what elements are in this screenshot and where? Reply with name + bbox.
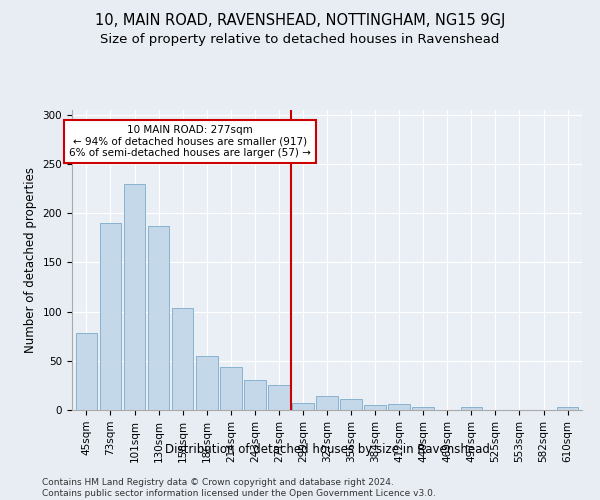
Bar bbox=[316, 396, 338, 410]
Text: Distribution of detached houses by size in Ravenshead: Distribution of detached houses by size … bbox=[164, 442, 490, 456]
Bar bbox=[268, 386, 290, 410]
Text: Contains HM Land Registry data © Crown copyright and database right 2024.
Contai: Contains HM Land Registry data © Crown c… bbox=[42, 478, 436, 498]
Text: Size of property relative to detached houses in Ravenshead: Size of property relative to detached ho… bbox=[100, 32, 500, 46]
Bar bbox=[124, 184, 145, 410]
Bar bbox=[557, 407, 578, 410]
Bar bbox=[76, 334, 97, 410]
Bar bbox=[364, 405, 386, 410]
Bar bbox=[196, 356, 218, 410]
Bar bbox=[220, 366, 242, 410]
Text: 10, MAIN ROAD, RAVENSHEAD, NOTTINGHAM, NG15 9GJ: 10, MAIN ROAD, RAVENSHEAD, NOTTINGHAM, N… bbox=[95, 12, 505, 28]
Bar bbox=[340, 399, 362, 410]
Bar bbox=[292, 403, 314, 410]
Bar bbox=[412, 407, 434, 410]
Bar bbox=[100, 223, 121, 410]
Y-axis label: Number of detached properties: Number of detached properties bbox=[24, 167, 37, 353]
Bar bbox=[148, 226, 169, 410]
Bar bbox=[244, 380, 266, 410]
Text: 10 MAIN ROAD: 277sqm
← 94% of detached houses are smaller (917)
6% of semi-detac: 10 MAIN ROAD: 277sqm ← 94% of detached h… bbox=[69, 125, 311, 158]
Bar bbox=[172, 308, 193, 410]
Bar bbox=[461, 407, 482, 410]
Bar bbox=[388, 404, 410, 410]
